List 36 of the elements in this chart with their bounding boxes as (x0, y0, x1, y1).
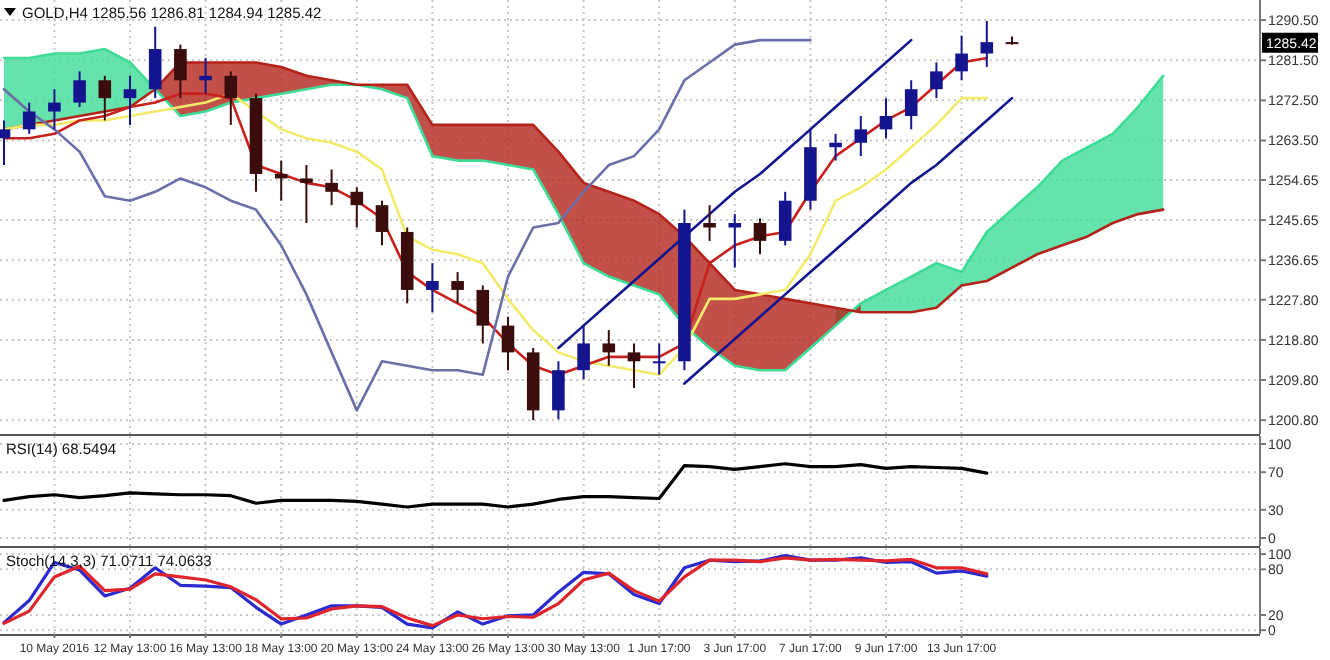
candlestick (602, 329, 616, 367)
candlestick (274, 159, 288, 202)
line-series (2, 38, 812, 412)
candlestick (980, 19, 994, 68)
candlestick (879, 97, 893, 140)
candlestick (73, 70, 86, 109)
candlestick (753, 217, 767, 256)
candlestick (199, 56, 212, 95)
candlestick (955, 34, 968, 82)
candlestick (476, 284, 490, 345)
candlestick (22, 101, 36, 135)
candlestick (98, 74, 112, 122)
candlestick (148, 25, 162, 100)
candlestick (904, 79, 918, 131)
candlestick (627, 342, 641, 390)
candlestick (350, 186, 364, 229)
candlestick (0, 119, 11, 167)
candlestick (703, 204, 716, 242)
candlestick (375, 199, 389, 247)
candlestick (854, 114, 868, 158)
candlestick (325, 168, 338, 207)
candlestick (829, 132, 842, 162)
candlestick (48, 88, 61, 131)
candlestick (224, 70, 238, 126)
candlestick (552, 360, 565, 421)
candlestick (174, 43, 187, 100)
candlestick (426, 262, 439, 314)
candlestick (930, 61, 943, 100)
candlestick (123, 74, 137, 126)
candlestick (652, 342, 666, 376)
candlestick (300, 164, 313, 225)
line-series (2, 462, 989, 509)
line-series (683, 96, 1014, 385)
candlestick (778, 190, 792, 247)
candlestick (451, 271, 464, 305)
candlestick (501, 315, 515, 372)
